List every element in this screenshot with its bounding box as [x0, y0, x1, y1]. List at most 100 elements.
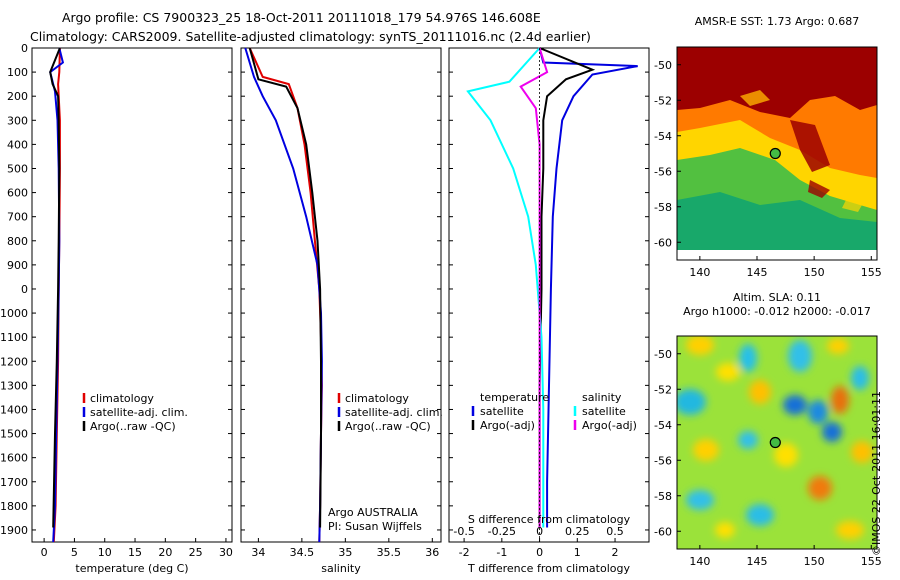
map-title: AMSR-E SST: 1.73 Argo: 0.687 — [695, 15, 860, 28]
y-tick-label: 1000 — [0, 307, 28, 320]
series-line-satellite-adj-clim- — [49, 47, 65, 543]
x-tick-label: 155 — [861, 555, 882, 568]
y-tick-label: 300 — [7, 114, 28, 127]
x-tick-label: 10 — [98, 546, 112, 559]
x-tick-label: 150 — [804, 555, 825, 568]
legend-group-title: salinity — [582, 391, 622, 404]
y-tick-label: -56 — [654, 165, 672, 178]
x-tick-label: 25 — [189, 546, 203, 559]
legend-label: Argo(-adj) — [582, 419, 637, 432]
y-tick-label: 0 — [21, 42, 28, 55]
y-tick-label: 0 — [21, 283, 28, 296]
y-tick-label: 1700 — [0, 476, 28, 489]
top-x-axis-label: S difference from climatology — [468, 513, 631, 526]
y-tick-label: 1500 — [0, 428, 28, 441]
series-line-climatology — [248, 47, 323, 543]
legend-label: climatology — [90, 392, 154, 405]
sla-map-frame — [676, 335, 878, 550]
x-tick-label: 5 — [71, 546, 78, 559]
x-tick-label: 145 — [747, 555, 768, 568]
x-tick-label: 1 — [574, 546, 581, 559]
x-axis-label: salinity — [321, 562, 361, 575]
y-tick-label: 600 — [7, 187, 28, 200]
y-tick-label: 100 — [7, 66, 28, 79]
legend-label: satellite-adj. clim. — [90, 406, 188, 419]
top-x-tick-label: 0 — [536, 525, 543, 538]
argo-note-line1: Argo AUSTRALIA — [328, 506, 418, 519]
y-tick-label: -54 — [654, 130, 672, 143]
x-tick-label: 35 — [338, 546, 352, 559]
y-tick-label: 1600 — [0, 452, 28, 465]
legend-label: Argo(-adj) — [480, 419, 535, 432]
y-tick-label: -60 — [654, 525, 672, 538]
y-tick-label: 1300 — [0, 379, 28, 392]
map-title: Altim. SLA: 0.11 — [733, 291, 821, 304]
sst-heatmap — [677, 47, 877, 260]
legend-label: satellite-adj. clim. — [345, 406, 443, 419]
legend-label: satellite — [582, 405, 626, 418]
y-tick-label: -60 — [654, 236, 672, 249]
y-tick-label: 400 — [7, 138, 28, 151]
top-x-tick-label: -0.25 — [488, 525, 516, 538]
x-tick-label: 30 — [219, 546, 233, 559]
x-tick-label: 2 — [612, 546, 619, 559]
y-tick-label: -50 — [654, 348, 672, 361]
figure-title-line1: Argo profile: CS 7900323_25 18-Oct-2011 … — [62, 10, 541, 25]
sst-map-frame — [676, 46, 878, 261]
map-subtitle: Argo h1000: -0.012 h2000: -0.017 — [683, 305, 871, 318]
x-tick-label: 140 — [689, 266, 710, 279]
y-tick-label: -58 — [654, 201, 672, 214]
legend-label: climatology — [345, 392, 409, 405]
y-tick-label: 800 — [7, 235, 28, 248]
legend-group-title: temperature — [480, 391, 549, 404]
x-tick-label: -2 — [459, 546, 470, 559]
y-tick-label: 1800 — [0, 500, 28, 513]
x-tick-label: -1 — [496, 546, 507, 559]
x-tick-label: 140 — [689, 555, 710, 568]
x-axis-label: temperature (deg C) — [75, 562, 188, 575]
argo-note-line2: PI: Susan Wijffels — [328, 520, 422, 533]
legend-label: Argo(..raw -QC) — [90, 420, 176, 433]
y-tick-label: 700 — [7, 211, 28, 224]
x-tick-label: 15 — [128, 546, 142, 559]
legend-label: Argo(..raw -QC) — [345, 420, 431, 433]
y-tick-label: 1100 — [0, 331, 28, 344]
series-line-temperature-satellite — [538, 47, 638, 528]
x-tick-label: 36 — [425, 546, 439, 559]
x-tick-label: 0 — [41, 546, 48, 559]
series-line-argo-raw-qc- — [49, 47, 61, 528]
top-x-tick-label: 0.25 — [565, 525, 590, 538]
x-tick-label: 0 — [536, 546, 543, 559]
top-x-tick-label: 0.5 — [606, 525, 624, 538]
y-tick-label: 1900 — [0, 524, 28, 537]
x-tick-label: 34.5 — [290, 546, 315, 559]
y-tick-label: -52 — [654, 383, 672, 396]
y-tick-label: 200 — [7, 90, 28, 103]
x-tick-label: 35.5 — [377, 546, 402, 559]
y-tick-label: 1400 — [0, 403, 28, 416]
salinity-panel-frame — [240, 47, 442, 543]
y-tick-label: 900 — [7, 259, 28, 272]
difference-panel-frame — [448, 47, 650, 543]
x-tick-label: 20 — [158, 546, 172, 559]
y-tick-label: -58 — [654, 490, 672, 503]
series-line-argo-raw-qc- — [248, 47, 322, 528]
figure-title-line2: Climatology: CARS2009. Satellite-adjuste… — [30, 29, 591, 44]
series-line-satellite-adj-clim- — [244, 47, 323, 543]
argo-position-marker — [769, 436, 781, 449]
temperature-panel-frame — [31, 47, 233, 543]
y-tick-label: -50 — [654, 59, 672, 72]
series-line-salinity-satellite — [466, 47, 545, 528]
y-tick-label: -56 — [654, 454, 672, 467]
y-tick-label: 1200 — [0, 355, 28, 368]
x-tick-label: 150 — [804, 266, 825, 279]
y-tick-label: 500 — [7, 162, 28, 175]
x-axis-label: T difference from climatology — [467, 562, 630, 575]
legend-label: satellite — [480, 405, 524, 418]
x-tick-label: 145 — [747, 266, 768, 279]
y-tick-label: -54 — [654, 419, 672, 432]
argo-position-marker — [769, 147, 781, 160]
imos-credit-text: ©IMOS 22-Oct-2011 16:01:11 — [870, 390, 883, 556]
top-x-tick-label: -0.5 — [453, 525, 474, 538]
